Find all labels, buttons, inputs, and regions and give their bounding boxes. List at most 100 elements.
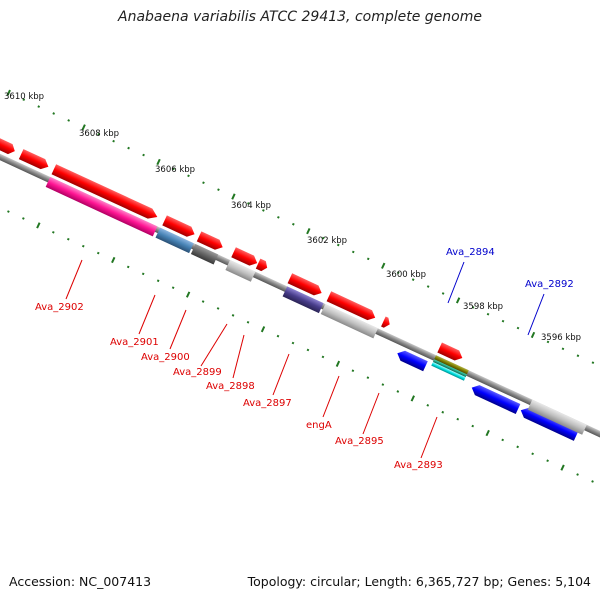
callout-line [362, 392, 380, 435]
gene-arrow [471, 385, 521, 415]
major-tick [111, 256, 116, 264]
kbp-label: 3602 kbp [307, 236, 347, 246]
major-tick [410, 395, 415, 402]
gene-label: Ava_2901 [110, 337, 159, 348]
gene-label: Ava_2894 [446, 247, 495, 258]
feature-bar [190, 244, 219, 265]
kbp-label: 3606 kbp [155, 165, 195, 175]
kbp-labels: 3610 kbp 3608 kbp 3606 kbp 3604 kbp 3602… [4, 92, 581, 343]
gene-label: Ava_2902 [35, 302, 84, 313]
backbone-frame [0, 89, 600, 483]
major-tick [156, 158, 161, 166]
callout-line [200, 323, 228, 367]
kbp-label: 3604 kbp [231, 201, 271, 211]
feature-bar [431, 362, 466, 381]
minor-tick [441, 410, 445, 414]
reverse-strand-genes [397, 350, 579, 441]
callout-lines [65, 259, 545, 459]
genome-summary-text: Topology: circular; Length: 6,365,727 bp… [247, 574, 591, 589]
gene-label: Ava_2895 [335, 436, 384, 447]
feature-bar [155, 227, 194, 254]
minor-tick [471, 424, 475, 428]
gene-arrow [326, 291, 376, 321]
minor-tick [156, 279, 160, 283]
minor-tick [486, 312, 490, 316]
gene-label: Ava_2900 [141, 352, 190, 363]
minor-tick [292, 222, 295, 226]
minor-tick [172, 167, 175, 171]
gene-arrow [255, 258, 268, 272]
minor-tick [52, 230, 55, 234]
major-tick [260, 326, 266, 333]
major-tick [560, 464, 565, 471]
minor-tick [7, 210, 10, 213]
gene-label: Ava_2893 [394, 460, 443, 471]
major-tick [6, 89, 11, 96]
minor-tick [66, 237, 70, 241]
minor-tick [366, 376, 370, 379]
kbp-label: 3608 kbp [79, 129, 119, 139]
map-title: Anabaena variabilis ATCC 29413, complete… [118, 9, 482, 25]
minor-tick [576, 354, 580, 358]
minor-tick [426, 285, 430, 288]
minor-tick [97, 132, 100, 136]
minor-tick [171, 286, 175, 290]
major-tick [185, 291, 191, 298]
callout-line [138, 294, 156, 335]
minor-tick [546, 340, 550, 344]
major-tick [381, 262, 386, 269]
minor-tick [277, 215, 280, 219]
callout-line [322, 375, 340, 418]
gene-arrow [437, 342, 463, 361]
minor-tick [456, 417, 460, 421]
major-tick [231, 193, 236, 200]
callout-line [420, 416, 438, 459]
feature-bar [432, 359, 467, 378]
minor-tick [501, 438, 505, 442]
minor-tick [246, 320, 250, 324]
major-tick [335, 360, 341, 367]
minor-tick [127, 146, 130, 150]
forward-strand-genes [0, 128, 463, 361]
feature-bar [282, 286, 324, 314]
callout-line [65, 259, 83, 300]
gene-arrow [162, 215, 195, 237]
minor-tick [22, 217, 25, 220]
kbp-label: 3610 kbp [4, 92, 44, 102]
outer-tick-row [6, 89, 595, 364]
minor-tick [262, 209, 265, 212]
major-tick [81, 124, 86, 131]
minor-tick [216, 307, 220, 310]
gene-arrow [287, 273, 322, 296]
callout-line [527, 293, 545, 336]
minor-tick [441, 292, 445, 295]
gene-label: Ava_2892 [525, 279, 574, 290]
major-tick [455, 297, 461, 304]
minor-tick [321, 236, 325, 240]
minor-tick [351, 369, 355, 373]
gene-label: Ava_2897 [243, 398, 292, 409]
minor-tick [381, 383, 385, 386]
minor-tick [187, 174, 190, 178]
gene-arrow [196, 231, 223, 250]
feature-bar [320, 304, 378, 339]
callout-line [169, 309, 187, 350]
kbp-label: 3596 kbp [541, 333, 581, 343]
minor-tick [201, 300, 205, 303]
minor-tick [336, 243, 340, 247]
minor-tick [516, 326, 520, 330]
minor-tick [516, 445, 519, 449]
accession-text: Accession: NC_007413 [9, 574, 152, 589]
feature-bar [45, 176, 158, 237]
minor-tick [202, 181, 205, 185]
gene-label: Ava_2898 [206, 381, 255, 392]
minor-tick [112, 139, 115, 143]
minor-tick [306, 348, 310, 352]
callout-line [232, 334, 245, 379]
gene-label: engA [306, 420, 332, 431]
feature-bar [527, 399, 587, 435]
minor-tick [396, 271, 400, 275]
minor-tick [576, 473, 579, 476]
minor-tick [217, 188, 220, 191]
